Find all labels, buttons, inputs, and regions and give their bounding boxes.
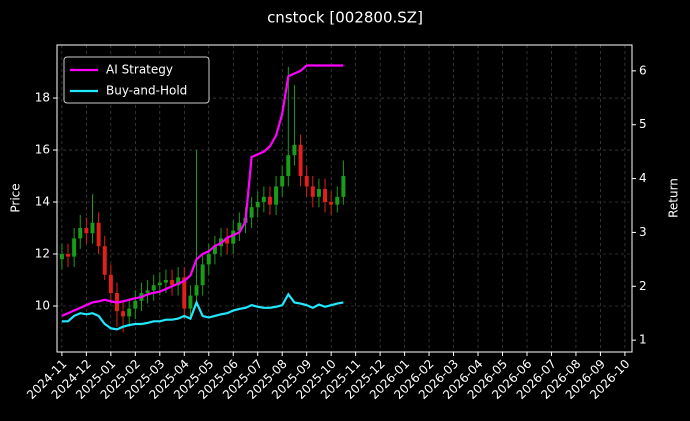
candle-body xyxy=(151,285,156,291)
candle-body xyxy=(157,282,162,286)
y2-tick-label: 4 xyxy=(639,171,647,185)
legend-box xyxy=(63,56,210,104)
candle-body xyxy=(341,176,346,197)
candle-body xyxy=(212,246,217,254)
candle-body xyxy=(59,253,64,260)
chart-title: cnstock [002800.SZ] xyxy=(267,9,423,27)
candle-body xyxy=(286,155,291,177)
legend-label: AI Strategy xyxy=(106,63,173,77)
candle-body xyxy=(176,277,181,286)
candle-body xyxy=(206,253,211,265)
candle-body xyxy=(78,228,83,239)
candle-body xyxy=(304,176,309,187)
candle-body xyxy=(249,207,254,218)
y-tick-label: 14 xyxy=(35,195,50,209)
y2-axis-label: Return xyxy=(667,178,681,218)
candle-body xyxy=(121,311,126,317)
candle-body xyxy=(225,238,230,244)
candle-body xyxy=(188,295,193,309)
legend-label: Buy-and-Hold xyxy=(106,84,187,98)
candle-body xyxy=(133,300,138,309)
candle-body xyxy=(316,189,321,197)
y-tick-label: 16 xyxy=(35,143,50,157)
candle-body xyxy=(108,274,113,293)
y2-tick-label: 2 xyxy=(639,279,647,293)
plot-frame xyxy=(56,44,633,353)
candle-body xyxy=(163,279,168,283)
candle-body xyxy=(255,202,260,208)
line-series xyxy=(61,292,344,331)
candle-body xyxy=(84,228,89,234)
candle-body xyxy=(237,222,242,231)
candle-body xyxy=(261,196,266,203)
candle-body xyxy=(323,189,328,203)
y-axis-label: Price xyxy=(9,183,23,212)
y2-tick-label: 6 xyxy=(639,63,647,77)
candle-body xyxy=(298,144,303,177)
candle-body xyxy=(102,246,107,275)
candle-body xyxy=(72,238,77,257)
candle-body xyxy=(329,202,334,205)
y2-tick-label: 1 xyxy=(639,333,647,347)
candle-body xyxy=(182,277,187,309)
candle-body xyxy=(335,196,340,205)
y2-tick-label: 3 xyxy=(639,225,647,239)
candle-body xyxy=(96,222,101,247)
candle-body xyxy=(267,196,272,205)
candle-body xyxy=(170,279,175,286)
candle-body xyxy=(194,285,199,296)
candle-body xyxy=(280,176,285,187)
line-series xyxy=(61,64,344,317)
candle-body xyxy=(200,264,205,286)
candle-body xyxy=(66,253,71,257)
candle-body xyxy=(231,230,236,244)
candle-body xyxy=(274,186,279,205)
candle-body xyxy=(292,144,297,156)
y2-tick-label: 5 xyxy=(639,117,647,131)
candle-body xyxy=(90,222,95,234)
candle-body xyxy=(145,290,150,293)
y-tick-label: 18 xyxy=(35,91,50,105)
y-tick-label: 10 xyxy=(35,298,50,312)
candle-body xyxy=(127,308,132,317)
y-tick-label: 12 xyxy=(35,246,50,260)
candle-body xyxy=(310,186,315,197)
